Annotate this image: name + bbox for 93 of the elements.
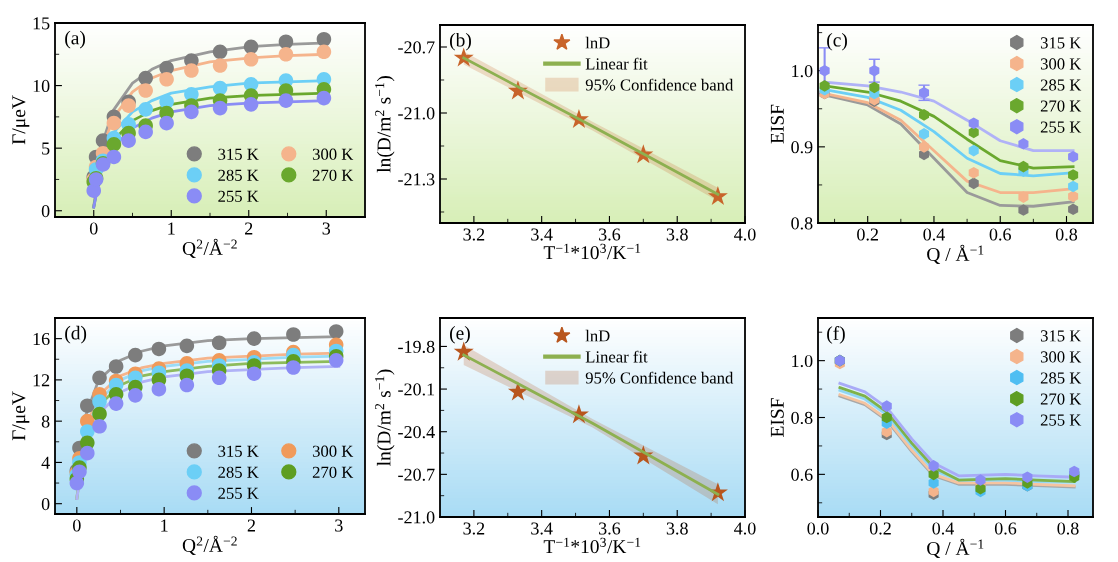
y-tick-label: -20.1 <box>398 383 435 396</box>
x-tick-label: 0.8 <box>1057 522 1079 535</box>
y-axis-title: Γ/μeV <box>12 95 30 145</box>
x-tick-label: 0.4 <box>923 228 945 241</box>
y-tick-label: -19.8 <box>398 340 435 353</box>
legend-label: 300 K <box>1040 351 1082 363</box>
y-tick-label: 5 <box>42 142 50 155</box>
x-tick-label: 0.4 <box>932 522 954 535</box>
x-tick-label: 3.4 <box>531 228 553 241</box>
legend-label: 270 K <box>312 169 354 181</box>
legend-label: 285 K <box>1040 79 1082 91</box>
x-tick-label: 4.0 <box>734 228 756 241</box>
x-axis-title: Q / Å$^{−1}$ <box>927 244 984 264</box>
legend-label: 270 K <box>1040 393 1082 405</box>
x-axis-title: Q$^{2}$/Å$^{−2}$ <box>182 238 237 258</box>
annotation: (f) <box>827 325 845 344</box>
annotation: 95% Confidence band <box>585 371 734 384</box>
y-tick-label: -21.3 <box>398 173 435 186</box>
y-tick-label: 0.9 <box>791 141 813 154</box>
legend-label: lnD <box>585 329 610 342</box>
x-tick-label: 4.0 <box>734 522 756 535</box>
y-tick-label: 0.6 <box>791 468 813 481</box>
x-tick-label: 3.2 <box>463 522 485 535</box>
y-tick-label: 4 <box>41 456 50 469</box>
annotation: 95% Confidence band <box>585 78 734 91</box>
x-tick-label: 0.2 <box>857 228 878 241</box>
legend-label: 255 K <box>218 190 259 202</box>
annotation: (c) <box>827 32 847 51</box>
legend-label: 255 K <box>1040 414 1082 426</box>
x-tick-label: 0.6 <box>989 228 1011 241</box>
legend-label: 285 K <box>218 466 259 478</box>
y-tick-label: 15 <box>33 17 50 30</box>
x-tick-label: 1 <box>168 222 175 235</box>
y-tick-label: 0 <box>41 497 50 511</box>
legend-label: 315 K <box>1040 330 1082 342</box>
x-tick-label: 0.0 <box>807 522 829 535</box>
x-tick-label: 0.2 <box>869 522 891 535</box>
y-axis-title: ln(D/m$^{2}$ s$^{−1}$) <box>375 76 395 173</box>
x-tick-label: 3.6 <box>599 228 621 241</box>
x-tick-label: 2 <box>247 519 255 532</box>
y-tick-label: -20.7 <box>398 41 435 54</box>
x-tick-label: 3 <box>322 222 331 235</box>
legend-label: lnD <box>585 36 610 49</box>
y-axis-title: ln(D/m$^{2}$ s$^{−1}$) <box>375 369 395 466</box>
x-tick-label: 0.8 <box>1055 228 1078 241</box>
x-tick-label: 3 <box>335 519 343 532</box>
legend-label: 300 K <box>312 445 354 457</box>
legend-label: 285 K <box>1040 372 1082 384</box>
y-tick-label: 16 <box>33 332 50 346</box>
legend-label: 315 K <box>1040 37 1082 49</box>
x-tick-label: 3.8 <box>666 228 688 241</box>
annotation: (b) <box>450 32 471 51</box>
y-tick-label: -20.4 <box>398 425 435 439</box>
legend-label: 270 K <box>1040 100 1082 112</box>
y-tick-label: 10 <box>33 79 50 93</box>
legend-label: Linear fit <box>585 350 648 363</box>
x-tick-label: 3.8 <box>666 522 688 535</box>
x-tick-label: 3.4 <box>531 522 553 535</box>
y-axis-title: Γ/μeV <box>12 391 30 441</box>
x-axis-title: T$^{−1}$*10$^{3}$/K$^{−1}$ <box>543 537 641 554</box>
legend-label: 285 K <box>218 169 259 181</box>
legend-label: 270 K <box>312 466 354 478</box>
y-tick-label: 1.0 <box>792 354 813 368</box>
y-tick-label: -20.7 <box>398 468 435 481</box>
x-tick-label: 2 <box>245 222 253 235</box>
x-tick-label: 0.6 <box>994 522 1017 535</box>
legend-label: 315 K <box>218 148 259 160</box>
y-tick-label: -21.0 <box>398 511 435 524</box>
x-tick-label: 3.6 <box>599 522 621 535</box>
x-axis-title: Q$^{2}$/Å$^{−2}$ <box>182 535 237 555</box>
y-tick-label: -21.0 <box>398 107 435 120</box>
annotation: (e) <box>450 325 470 344</box>
x-tick-label: 0 <box>73 519 81 532</box>
x-tick-label: 1 <box>161 519 168 532</box>
y-axis-title: EISF <box>770 398 784 437</box>
legend-label: 300 K <box>312 148 354 160</box>
legend-label: 255 K <box>218 487 259 499</box>
annotation: (d) <box>65 325 87 344</box>
legend-label: 300 K <box>1040 58 1082 70</box>
y-tick-label: 0 <box>41 205 50 218</box>
legend-label: 315 K <box>218 445 259 457</box>
x-tick-label: 0 <box>89 222 98 235</box>
annotation: (a) <box>65 30 86 49</box>
x-axis-title: T$^{−1}$*10$^{3}$/K$^{−1}$ <box>543 243 641 260</box>
y-tick-label: 1.0 <box>792 64 813 78</box>
legend-label: 255 K <box>1040 121 1082 133</box>
y-tick-label: 12 <box>33 374 50 387</box>
y-tick-label: 8 <box>41 415 50 428</box>
legend-label: Linear fit <box>585 57 648 70</box>
x-tick-label: 3.2 <box>463 228 485 241</box>
x-axis-title: Q / Å$^{−1}$ <box>927 538 984 558</box>
y-axis-title: EISF <box>770 104 784 144</box>
y-tick-label: 0.8 <box>791 411 813 425</box>
